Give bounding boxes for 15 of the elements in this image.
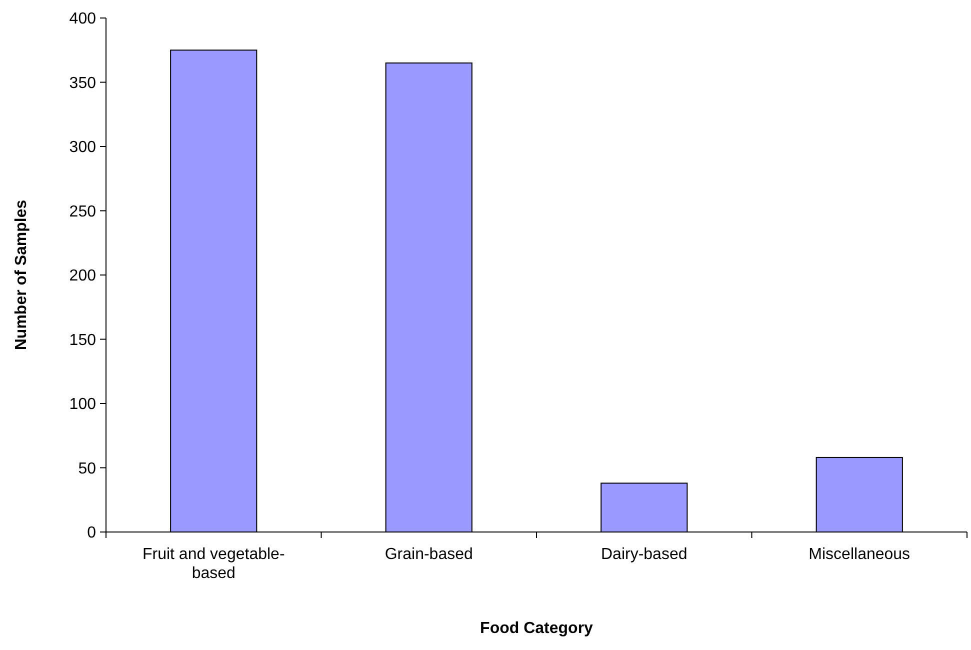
y-tick-label: 150 xyxy=(69,332,96,349)
y-tick-label: 250 xyxy=(69,203,96,220)
x-tick-label: Miscellaneous xyxy=(808,546,910,563)
y-tick-label: 200 xyxy=(69,268,96,285)
x-tick-label: Grain-based xyxy=(384,546,473,563)
y-tick-label: 400 xyxy=(69,10,96,28)
y-axis-title: Number of Samples xyxy=(13,200,30,350)
x-tick-label: Fruit and vegetable-based xyxy=(142,546,285,582)
x-axis-title: Food Category xyxy=(480,620,594,637)
x-tick-label: Dairy-based xyxy=(600,546,688,563)
y-tick-label: 0 xyxy=(87,524,96,542)
y-tick-label: 350 xyxy=(69,74,96,92)
y-tick-label: 50 xyxy=(78,460,96,478)
y-tick-label: 300 xyxy=(69,139,96,156)
y-tick-label: 100 xyxy=(69,396,96,414)
